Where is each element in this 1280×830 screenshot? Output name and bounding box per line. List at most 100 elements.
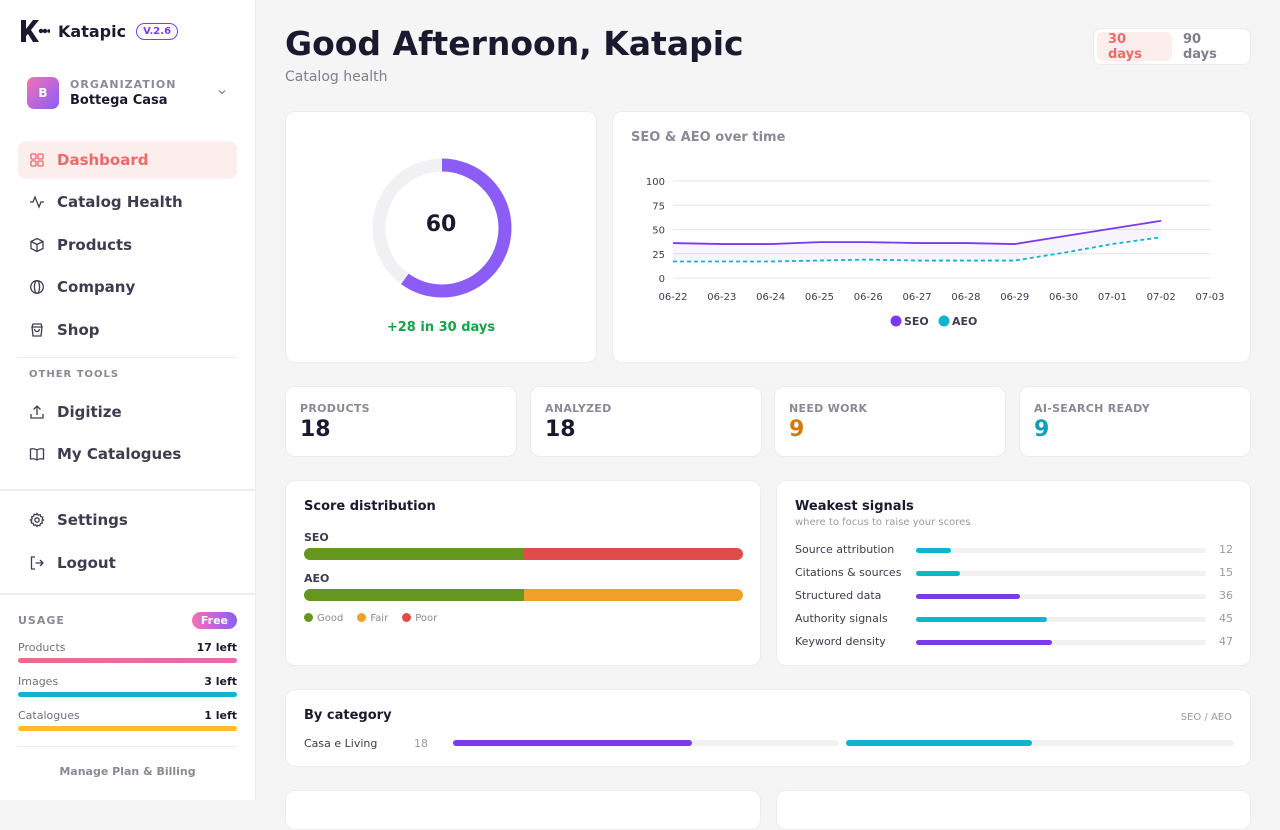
nav-item-digitize[interactable]: Digitize [18, 393, 237, 431]
score-value: 60 [286, 212, 596, 237]
manage-plan-link[interactable]: Manage Plan & Billing [18, 765, 237, 778]
usage-row-products: Products 17 left [18, 641, 237, 663]
bottom-card-left [285, 790, 761, 830]
stat-card-analyzed: ANALYZED 18 [530, 386, 762, 457]
range-90-days-button[interactable]: 90 days [1172, 32, 1247, 61]
legend-label-aeo: AEO [952, 315, 977, 328]
nav-label: Digitize [57, 403, 122, 421]
signal-bar [916, 640, 1052, 645]
stat-value: 18 [545, 417, 576, 442]
stat-value: 9 [1034, 417, 1049, 442]
nav-label: Company [57, 278, 135, 296]
distribution-label: SEO [304, 531, 329, 544]
usage-value: 17 left [197, 641, 237, 654]
y-tick-label: 50 [652, 226, 665, 237]
x-tick-label: 06-30 [1049, 292, 1078, 303]
globe-icon [29, 279, 45, 295]
stat-label: ANALYZED [545, 402, 612, 415]
stat-label: PRODUCTS [300, 402, 370, 415]
nav-label: Logout [57, 554, 116, 572]
series-gap-area [673, 221, 1161, 262]
signal-name: Citations & sources [795, 566, 901, 579]
nav-divider [18, 357, 237, 358]
category-name: Casa e Living [304, 737, 377, 750]
category-aeo-track [846, 740, 1234, 746]
usage-bar [18, 692, 237, 697]
app-logo[interactable]: Katapic V.2.6 [20, 18, 178, 44]
usage-bar [18, 726, 237, 731]
nav-item-catalog-health[interactable]: Catalog Health [18, 183, 237, 221]
signal-bar [916, 617, 1047, 622]
legend-dot [304, 613, 313, 622]
x-tick-label: 06-27 [903, 292, 932, 303]
usage-bar [18, 658, 237, 663]
sidebar-divider [0, 593, 256, 595]
signal-value: 47 [1219, 635, 1233, 648]
distribution-segment [304, 548, 524, 560]
x-tick-label: 06-22 [658, 292, 687, 303]
signal-value: 36 [1219, 589, 1233, 602]
nav-item-shop[interactable]: Shop [18, 311, 237, 349]
legend-label-seo: SEO [904, 315, 929, 328]
usage-header: USAGE Free [18, 612, 237, 629]
usage-name: Images [18, 675, 58, 688]
category-title: By category [304, 708, 392, 723]
weakest-title: Weakest signals [795, 499, 914, 514]
stat-value: 9 [789, 417, 804, 442]
nav-item-company[interactable]: Company [18, 268, 237, 306]
y-tick-label: 0 [659, 274, 665, 285]
weakest-subtitle: where to focus to raise your scores [795, 517, 971, 528]
signal-bar [916, 594, 1020, 599]
gear-icon [29, 512, 45, 528]
org-label: ORGANIZATION [70, 78, 176, 91]
nav-item-products[interactable]: Products [18, 226, 237, 264]
category-aeo-bar [846, 740, 1032, 746]
x-tick-label: 06-26 [854, 292, 883, 303]
signal-value: 15 [1219, 566, 1233, 579]
plan-badge[interactable]: Free [192, 612, 237, 629]
nav-label: Products [57, 236, 132, 254]
signal-value: 45 [1219, 612, 1233, 625]
range-30-days-button[interactable]: 30 days [1097, 32, 1172, 61]
y-tick-label: 25 [652, 250, 665, 261]
legend-dot [357, 613, 366, 622]
usage-title: USAGE [18, 614, 65, 627]
signal-name: Keyword density [795, 635, 886, 648]
signal-track [916, 640, 1206, 645]
signal-row: Keyword density 47 [795, 635, 1233, 649]
nav-item-logout[interactable]: Logout [18, 544, 237, 582]
legend-swatch-seo [891, 316, 902, 327]
signal-name: Structured data [795, 589, 881, 602]
chevron-down-icon [216, 86, 228, 98]
org-name: Bottega Casa [70, 93, 176, 108]
category-count: 18 [414, 737, 428, 750]
distribution-title: Score distribution [304, 499, 436, 514]
page-subtitle: Catalog health [285, 69, 388, 85]
logout-icon [29, 555, 45, 571]
usage-name: Products [18, 641, 66, 654]
version-badge: V.2.6 [136, 23, 178, 40]
activity-icon [29, 194, 45, 210]
distribution-segment [304, 589, 524, 601]
bag-icon [29, 322, 45, 338]
signal-row: Citations & sources 15 [795, 566, 1233, 580]
stat-label: AI-SEARCH READY [1034, 402, 1150, 415]
nav-item-settings[interactable]: Settings [18, 501, 237, 539]
nav-item-dashboard[interactable]: Dashboard [18, 141, 237, 179]
page-title: Good Afternoon, Katapic [285, 24, 744, 63]
app-name: Katapic [58, 22, 126, 41]
signal-track [916, 571, 1206, 576]
book-icon [29, 446, 45, 462]
katapic-logo-icon [20, 18, 50, 44]
stat-card-need-work: NEED WORK 9 [774, 386, 1006, 457]
date-range-toggle: 30 days 90 days [1093, 28, 1251, 65]
nav-item-my-catalogues[interactable]: My Catalogues [18, 435, 237, 473]
organization-switcher[interactable]: B ORGANIZATION Bottega Casa [18, 70, 238, 116]
legend-item: Poor [402, 613, 437, 624]
usage-value: 1 left [204, 709, 237, 722]
nav-label: Settings [57, 511, 128, 529]
signal-name: Source attribution [795, 543, 894, 556]
y-tick-label: 75 [652, 201, 665, 212]
